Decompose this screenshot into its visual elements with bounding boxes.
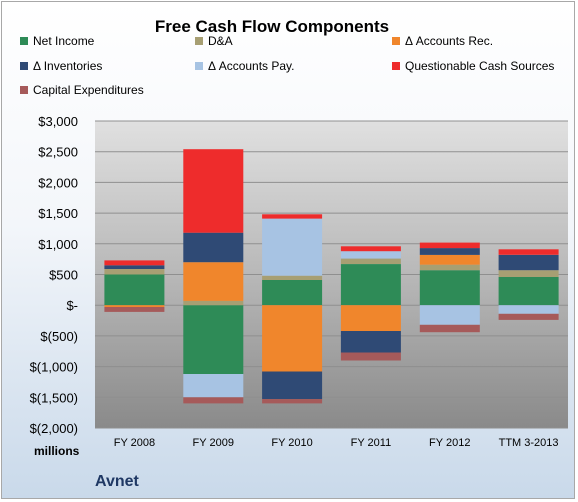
bar-segment <box>183 397 244 404</box>
legend-label: D&A <box>208 34 233 48</box>
bar-segment <box>183 374 244 398</box>
y-axis-ticks: $3,000 $2,500 $2,000 $1,500 $1,000 $500 $- $(50… <box>30 114 78 436</box>
bar-segment <box>262 280 323 306</box>
bar-segment <box>183 262 244 301</box>
y-tick-label: $1,000 <box>38 237 78 252</box>
bar-segment <box>183 149 244 233</box>
x-tick-label: TTM 3-2013 <box>499 437 559 449</box>
legend-label: Δ Accounts Rec. <box>405 34 493 48</box>
bar-segment <box>104 274 165 306</box>
bar-segment <box>340 251 401 259</box>
bar-segment <box>183 300 244 306</box>
y-tick-label: $3,000 <box>38 114 78 129</box>
bar-segment <box>498 249 559 255</box>
y-tick-label: $500 <box>49 268 78 283</box>
y-tick-label: $(1,500) <box>30 390 78 405</box>
y-tick-label: $(500) <box>40 329 78 344</box>
bars <box>104 149 559 404</box>
bar-segment <box>419 305 480 325</box>
bar-segment <box>262 305 323 372</box>
legend-swatch <box>195 62 203 70</box>
bar-segment <box>419 270 480 306</box>
bar-segment <box>340 264 401 306</box>
bar-segment <box>104 260 165 266</box>
bar-segment <box>183 305 244 374</box>
legend-label: Net Income <box>33 34 95 48</box>
x-tick-label: FY 2010 <box>271 437 312 449</box>
bar-segment <box>498 313 559 320</box>
bar-segment <box>419 248 480 255</box>
y-tick-label: $(2,000) <box>30 421 78 436</box>
bar-segment <box>498 254 559 271</box>
bar-segment <box>104 269 165 275</box>
y-tick-label: $(1,000) <box>30 360 78 375</box>
bar-segment <box>419 264 480 271</box>
x-tick-label: FY 2009 <box>193 437 234 449</box>
bar-segment <box>498 305 559 314</box>
legend-label: Δ Inventories <box>33 59 102 73</box>
bar-segment <box>340 331 401 353</box>
bar-segment <box>262 218 323 276</box>
bar-segment <box>498 277 559 306</box>
x-tick-label: FY 2008 <box>114 437 155 449</box>
legend-label: Questionable Cash Sources <box>405 59 554 73</box>
units-label: millions <box>34 444 80 458</box>
bar-segment <box>340 258 401 264</box>
y-tick-label: $1,500 <box>38 206 78 221</box>
y-tick-label: $2,500 <box>38 145 78 160</box>
legend-swatch <box>392 62 400 70</box>
bar-segment <box>419 254 480 265</box>
legend-swatch <box>195 37 203 45</box>
chart-title: Free Cash Flow Components <box>155 17 389 36</box>
bar-segment <box>340 305 401 331</box>
gridlines <box>95 120 568 429</box>
legend-label: Δ Accounts Pay. <box>208 59 295 73</box>
y-tick-label: $- <box>66 298 78 313</box>
bar-segment <box>498 270 559 277</box>
legend: Net Income D&A Δ Accounts Rec. Δ Inventorie… <box>20 34 554 97</box>
bar-segment <box>183 232 244 263</box>
x-axis-ticks: FY 2008 FY 2009 FY 2010 FY 2011 FY 2012 TTM 3… <box>114 437 559 449</box>
bar-segment <box>419 242 480 249</box>
legend-swatch <box>392 37 400 45</box>
x-tick-label: FY 2012 <box>429 437 470 449</box>
bar-segment <box>262 399 323 404</box>
legend-swatch <box>20 37 28 45</box>
bar-segment <box>262 214 323 219</box>
legend-swatch <box>20 62 28 70</box>
legend-label: Capital Expenditures <box>33 83 144 97</box>
x-tick-label: FY 2011 <box>351 437 392 449</box>
y-tick-label: $2,000 <box>38 175 78 190</box>
bar-segment <box>104 307 165 312</box>
bar-segment <box>104 265 165 269</box>
company-name: Avnet <box>95 473 140 490</box>
bar-segment <box>262 371 323 400</box>
bar-segment <box>104 305 165 307</box>
bar-segment <box>340 246 401 252</box>
bar-segment <box>262 275 323 280</box>
legend-swatch <box>20 86 28 94</box>
bar-segment <box>419 324 480 333</box>
bar-segment <box>340 352 401 361</box>
